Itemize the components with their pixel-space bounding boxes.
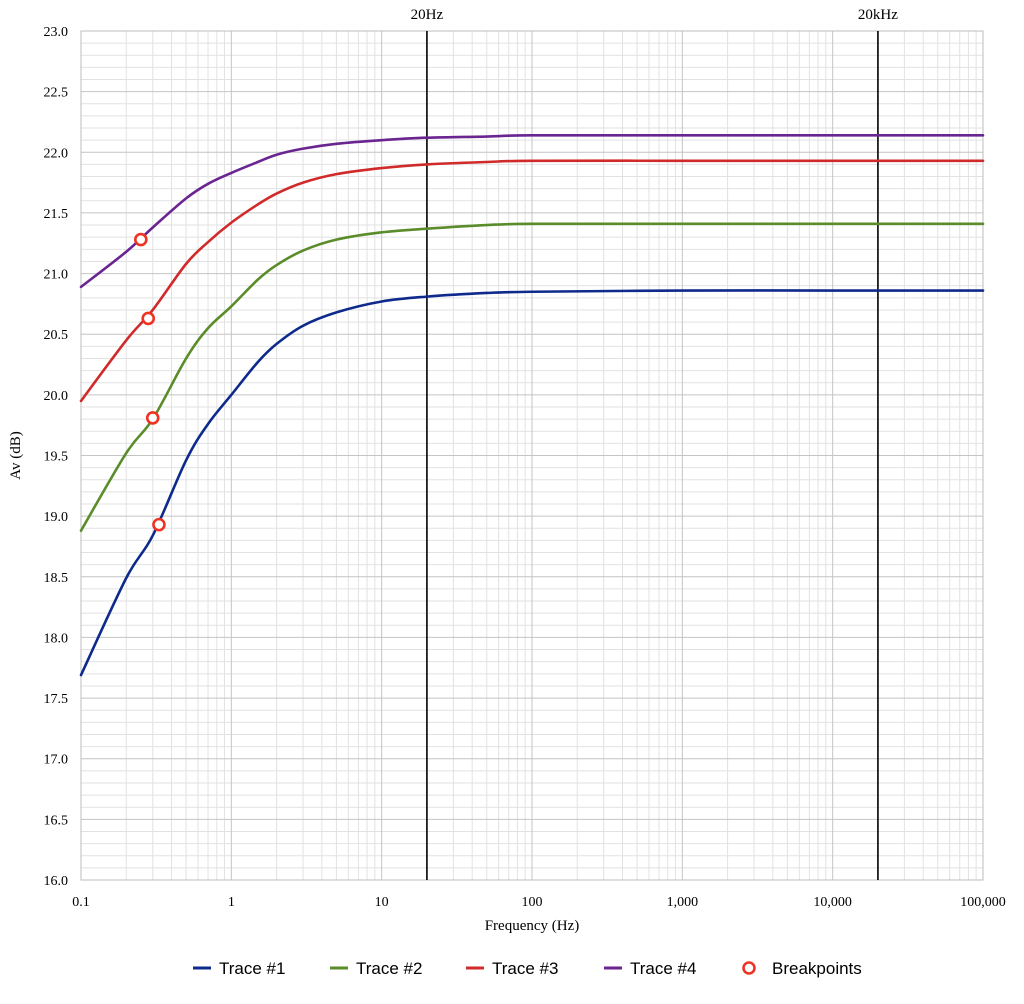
reference-line-label: 20Hz [411,7,444,23]
trace-3-line [79,159,985,403]
trace-4-line [79,133,985,289]
y-tick-label: 17.5 [44,692,69,707]
legend: Trace #1 Trace #2 Trace #3 Trace #4 Breakpoi… [193,959,862,978]
breakpoint-marker [141,311,156,326]
y-tick-label: 23.0 [44,25,69,40]
y-tick-label: 22.5 [44,86,69,101]
x-tick-label: 0.1 [72,895,90,910]
y-tick-label: 18.0 [44,631,69,646]
legend-label: Breakpoints [772,959,862,978]
y-tick-label: 16.0 [44,874,69,889]
legend-label: Trace #1 [219,959,285,978]
x-axis-label: Frequency (Hz) [485,918,580,934]
y-tick-label: 20.0 [44,389,69,404]
y-tick-label: 19.5 [44,450,69,465]
y-tick-label: 22.0 [44,146,69,161]
y-tick-label: 19.0 [44,510,69,525]
trace-lines [79,133,985,677]
legend-label: Trace #2 [356,959,422,978]
y-tick-label: 20.5 [44,328,69,343]
y-tick-label: 16.5 [44,813,69,828]
y-tick-label: 17.0 [44,753,69,768]
breakpoint-marker [134,232,148,247]
plot-frame [80,30,984,881]
y-tick-label: 18.5 [44,571,69,586]
legend-item-trace-2: Trace #2 [330,959,422,978]
y-tick-label: 21.0 [44,268,69,283]
legend-item-trace-1: Trace #1 [193,959,285,978]
legend-item-breakpoints: Breakpoints [742,959,862,978]
x-tick-labels: 0.1 1 10 100 1,000 10,000 100,000 [72,895,1006,910]
reference-line-label: 20kHz [858,7,898,23]
legend-label: Trace #4 [630,959,696,978]
y-tick-labels: 16.0 16.5 17.0 17.5 18.0 18.5 19.0 19.5 20.0 20.5… [44,25,69,889]
trace-1-line [79,289,985,677]
breakpoint-marker [145,411,160,425]
x-tick-label: 100 [522,895,543,910]
trace-2-line [79,222,985,532]
legend-label: Trace #3 [492,959,558,978]
reference-markers: 20Hz 20kHz [411,7,898,880]
breakpoint-marker [152,517,166,532]
x-tick-label: 1,000 [667,895,699,910]
legend-swatch [742,961,756,975]
breakpoint-markers [134,232,166,532]
y-tick-label: 21.5 [44,207,69,222]
legend-item-trace-4: Trace #4 [604,959,696,978]
x-tick-label: 100,000 [960,895,1006,910]
x-tick-label: 10,000 [813,895,852,910]
y-axis-label: Av (dB) [8,431,24,479]
x-tick-label: 1 [228,895,235,910]
legend-item-trace-3: Trace #3 [466,959,558,978]
x-tick-label: 10 [375,895,389,910]
